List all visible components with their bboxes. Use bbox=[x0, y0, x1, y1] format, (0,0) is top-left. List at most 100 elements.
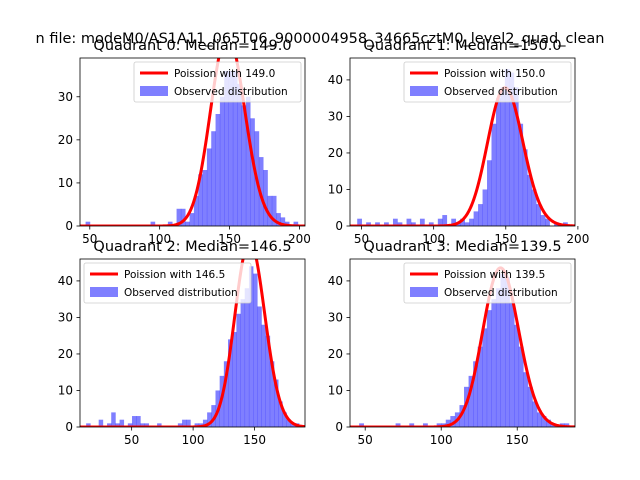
histogram-bar bbox=[375, 222, 380, 226]
histogram-bar bbox=[527, 174, 533, 226]
legend-fit-label: Poission with 146.5 bbox=[124, 269, 225, 281]
histogram-bar bbox=[442, 215, 448, 226]
y-tick-label: 30 bbox=[58, 311, 73, 325]
histogram-bar bbox=[392, 218, 398, 226]
histogram-bar bbox=[271, 195, 277, 226]
histogram-bar bbox=[269, 361, 275, 427]
histogram-bar bbox=[263, 170, 268, 226]
x-tick-label: 100 bbox=[422, 232, 445, 246]
subplot-title: Quadrant 1: Median=150.0 bbox=[363, 38, 561, 54]
subplot-quadrant-0: 50 100 150 200 0 10 20 30 Quadrant 0: Median=149… bbox=[58, 38, 311, 246]
histogram-bar bbox=[276, 213, 281, 226]
histogram-bar bbox=[127, 423, 133, 427]
histogram-bar bbox=[280, 217, 286, 226]
histogram-bar bbox=[522, 149, 528, 226]
histogram-bar bbox=[111, 412, 116, 427]
histogram-bar bbox=[265, 335, 271, 427]
histogram-bar bbox=[189, 213, 195, 226]
histogram-bar bbox=[514, 324, 520, 427]
histogram-bar bbox=[411, 222, 416, 226]
subplot-quadrant-1: 50 100 150 200 0 10 20 30 40 Quadrant 1: Median=1… bbox=[328, 38, 590, 246]
histogram-bar bbox=[290, 423, 296, 427]
legend-hist-label: Observed distribution bbox=[444, 86, 558, 98]
histogram-bar bbox=[384, 222, 389, 226]
legend: Poission with 139.5 Observed distribution bbox=[403, 262, 572, 304]
histogram-bar bbox=[150, 221, 156, 226]
histogram-bar bbox=[219, 96, 225, 226]
histogram-bar bbox=[450, 416, 456, 427]
subplot-quadrant-3: 50 100 150 0 10 20 30 40 Quadrant 3: Median=139.… bbox=[328, 239, 576, 447]
histogram-bar bbox=[505, 277, 510, 427]
axes-frame bbox=[349, 258, 576, 428]
axes-frame bbox=[79, 258, 306, 428]
histogram-bar bbox=[436, 423, 442, 427]
y-tick-label: 30 bbox=[328, 110, 343, 124]
legend-hist-label: Observed distribution bbox=[124, 287, 238, 299]
x-tick-label: 150 bbox=[218, 232, 241, 246]
y-tick-label: 0 bbox=[335, 219, 343, 233]
histogram-bar bbox=[206, 148, 212, 226]
histogram-bar bbox=[107, 423, 112, 427]
histogram-bar bbox=[167, 221, 173, 226]
histogram-bar bbox=[176, 208, 182, 226]
histogram-bar bbox=[428, 222, 434, 226]
histogram-bar bbox=[545, 218, 550, 226]
x-tick-label: 150 bbox=[494, 232, 517, 246]
histogram-bar bbox=[504, 68, 510, 226]
histogram-bar bbox=[469, 218, 474, 226]
y-tick-label: 20 bbox=[328, 146, 343, 160]
x-tick-label: 100 bbox=[182, 433, 205, 447]
histogram-bar bbox=[451, 218, 457, 226]
histogram-bar bbox=[224, 70, 229, 226]
axes-frame bbox=[79, 57, 306, 227]
histogram-bar bbox=[527, 386, 533, 427]
histogram-bar bbox=[406, 218, 412, 226]
histogram-bar bbox=[98, 419, 104, 427]
histogram-bar bbox=[228, 70, 234, 226]
poisson-fit-line bbox=[80, 58, 305, 226]
histogram-bar bbox=[261, 324, 266, 427]
histogram-bar bbox=[357, 218, 362, 226]
x-tick-label: 150 bbox=[506, 433, 529, 447]
histogram-bar bbox=[198, 174, 203, 226]
histogram-bar bbox=[473, 361, 478, 427]
poisson-fit-line bbox=[350, 266, 575, 427]
histogram-bar bbox=[518, 123, 524, 226]
histogram-bar bbox=[282, 412, 287, 427]
histogram-bar bbox=[536, 204, 541, 226]
histogram-bar bbox=[180, 208, 186, 226]
legend-box bbox=[403, 262, 572, 304]
histogram-bar bbox=[445, 419, 451, 427]
y-tick-label: 0 bbox=[65, 219, 73, 233]
histogram-bar bbox=[540, 215, 546, 226]
histogram-bar bbox=[509, 302, 515, 427]
x-tick-label: 50 bbox=[82, 232, 97, 246]
histogram-bar bbox=[486, 310, 492, 427]
histogram-bar bbox=[202, 170, 208, 226]
legend-fit-label: Poission with 150.0 bbox=[444, 68, 545, 80]
histogram-bar bbox=[211, 405, 216, 427]
histogram-bar bbox=[245, 96, 251, 226]
legend: Poission with 146.5 Observed distribution bbox=[83, 262, 252, 304]
histogram-bar bbox=[215, 114, 221, 226]
legend: Poission with 149.0 Observed distribution bbox=[133, 61, 302, 103]
x-tick-label: 150 bbox=[243, 433, 266, 447]
y-tick-label: 20 bbox=[58, 347, 73, 361]
y-tick-label: 30 bbox=[58, 90, 73, 104]
legend-hist-label: Observed distribution bbox=[444, 287, 558, 299]
histogram-bar bbox=[253, 273, 258, 427]
y-tick-label: 10 bbox=[328, 384, 343, 398]
histogram-bar bbox=[495, 288, 501, 427]
histogram-bar bbox=[564, 423, 570, 427]
legend-box bbox=[403, 61, 572, 103]
y-tick-label: 0 bbox=[65, 420, 73, 434]
histogram-bar bbox=[409, 423, 415, 427]
histogram-bar bbox=[536, 412, 542, 427]
legend-box bbox=[133, 61, 302, 103]
histogram-bar bbox=[293, 221, 299, 226]
histogram-bar bbox=[144, 423, 150, 427]
histogram-bar bbox=[236, 313, 241, 427]
histogram-bar bbox=[419, 218, 425, 226]
histogram-bar bbox=[509, 72, 515, 226]
